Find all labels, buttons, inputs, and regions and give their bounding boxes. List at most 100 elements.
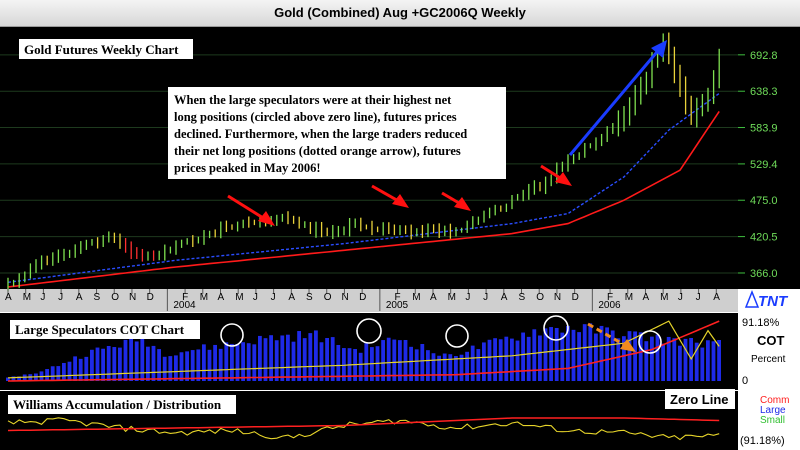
- red-arrow-2: [371, 184, 409, 208]
- annotation-line-2: long positions (circled above zero line)…: [174, 110, 457, 124]
- window-title: Gold (Combined) Aug +GC2006Q Weekly: [0, 0, 800, 27]
- cot-bar: [140, 336, 145, 381]
- cot-bar: [510, 338, 514, 381]
- cot-bar: [470, 345, 475, 381]
- cot-bar: [146, 346, 150, 381]
- annotation-line-3: declined. Furthermore, when the large tr…: [174, 127, 467, 141]
- cot-bar: [588, 323, 593, 381]
- x-month-label: J: [483, 292, 488, 303]
- cot-bar: [594, 333, 598, 381]
- zero-line-label: Zero Line: [670, 392, 729, 407]
- cot-bar: [302, 338, 307, 381]
- cot-bar: [482, 342, 486, 381]
- cot-bar: [162, 356, 167, 381]
- logo-mark: [744, 289, 760, 308]
- cot-bar: [207, 349, 212, 381]
- x-month-label: M: [448, 292, 456, 303]
- cot-bar: [554, 327, 559, 381]
- cot-bar: [224, 342, 229, 381]
- cot-bar: [190, 350, 195, 381]
- cot-bar: [330, 337, 335, 381]
- cot-bar: [17, 376, 21, 381]
- x-month-label: O: [536, 292, 544, 303]
- cot-peak-circle-3: [445, 324, 469, 348]
- comm-line: [7, 320, 720, 382]
- cot-bar: [504, 336, 509, 381]
- cot-bar: [650, 336, 654, 381]
- x-year-label: 2006: [598, 300, 621, 311]
- cot-bar: [101, 348, 105, 381]
- cot-bar: [605, 327, 609, 381]
- cot-bar: [678, 345, 682, 381]
- cot-bar: [364, 343, 369, 381]
- cot-bar: [442, 353, 447, 381]
- cot-bar: [599, 325, 604, 381]
- x-month-label: A: [501, 292, 508, 303]
- x-month-label: M: [660, 292, 668, 303]
- x-month-label: A: [76, 292, 83, 303]
- cot-bar: [218, 348, 223, 381]
- cot-bar: [168, 356, 173, 381]
- cot-bar: [230, 343, 234, 381]
- cot-bar: [246, 343, 251, 381]
- blue-trend-arrow: [568, 40, 667, 156]
- cot-bar: [45, 369, 49, 381]
- cot-bar: [118, 347, 122, 381]
- cot-bar: [151, 345, 156, 381]
- cot-bar: [582, 324, 587, 381]
- x-year-label: 2004: [173, 300, 196, 311]
- x-month-label: S: [306, 292, 313, 303]
- x-month-label: J: [58, 292, 63, 303]
- cot-bar: [235, 343, 240, 381]
- cot-bar: [431, 353, 436, 381]
- x-month-label: M: [23, 292, 31, 303]
- cot-bar: [487, 339, 492, 381]
- x-month-label: A: [430, 292, 437, 303]
- cot-bar: [392, 339, 397, 381]
- cot-bar: [274, 340, 279, 381]
- cot-bar: [269, 335, 273, 381]
- cot-bar: [521, 332, 525, 381]
- cot-bar: [73, 356, 77, 381]
- cot-bar: [437, 355, 441, 381]
- cot-bar: [157, 349, 161, 381]
- cot-bar: [571, 329, 576, 381]
- cot-bar: [420, 344, 425, 381]
- cot-bar: [258, 335, 262, 381]
- cot-bar: [95, 347, 100, 381]
- cot-bar: [700, 347, 705, 381]
- cot-bar: [319, 342, 324, 381]
- x-month-label: S: [94, 292, 101, 303]
- cot-bar: [711, 341, 716, 381]
- cot-bar: [414, 349, 419, 381]
- cot-peak-circle-4: [543, 315, 569, 341]
- cot-bar: [123, 339, 128, 381]
- x-month-label: D: [359, 292, 366, 303]
- x-month-label: F: [607, 292, 613, 303]
- y-tick-label: 529.4: [750, 159, 778, 171]
- cot-bar: [610, 330, 615, 381]
- x-month-label: N: [554, 292, 561, 303]
- x-month-label: J: [40, 292, 45, 303]
- price-panel-label: Gold Futures Weekly Chart: [24, 42, 179, 57]
- cot-bar: [252, 344, 257, 381]
- cot-bar: [543, 328, 548, 381]
- x-month-label: S: [519, 292, 526, 303]
- y-tick-label: 583.9: [750, 123, 778, 135]
- cot-bar: [291, 341, 296, 381]
- cot-bar: [644, 341, 649, 381]
- red-arrow-1: [227, 194, 275, 226]
- cot-title: COT: [757, 333, 785, 348]
- cot-bar: [717, 340, 721, 381]
- cot-bar: [386, 337, 391, 381]
- cot-bar: [112, 347, 117, 381]
- cot-peak-circle-1: [220, 323, 244, 347]
- cot-bar: [286, 334, 290, 381]
- cot-bar: [174, 355, 178, 381]
- cot-bar: [342, 348, 346, 381]
- x-month-label: A: [217, 292, 224, 303]
- price-axis-panel: [738, 27, 800, 289]
- cot-bar: [325, 337, 329, 381]
